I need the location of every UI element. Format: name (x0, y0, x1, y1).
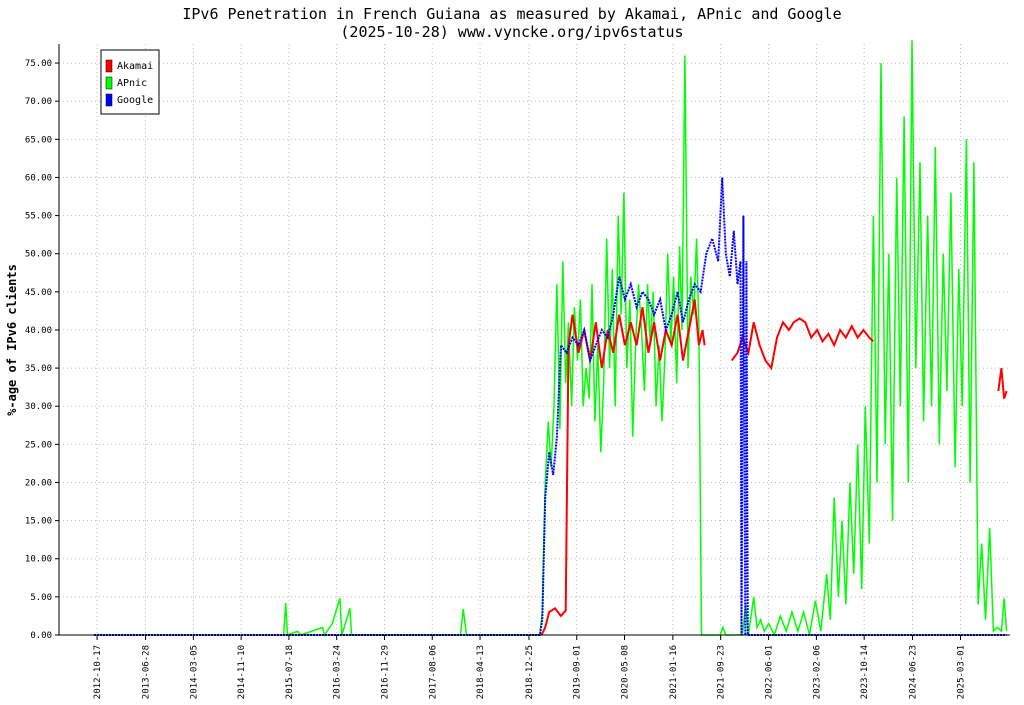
x-tick-label: 2021-01-16 (669, 645, 679, 699)
y-tick-label: 35.00 (25, 364, 52, 374)
y-tick-label: 40.00 (25, 326, 52, 336)
y-tick-label: 20.00 (25, 478, 52, 488)
y-tick-label: 5.00 (30, 593, 52, 603)
grid-layer (59, 44, 1010, 635)
legend-label-google: Google (117, 95, 153, 106)
x-tick-label: 2024-06-23 (909, 645, 919, 699)
series-google (94, 177, 1007, 636)
y-tick-label: 65.00 (25, 135, 52, 145)
y-tick-label: 45.00 (25, 288, 52, 298)
y-axis-label: %-age of IPv6 clients (5, 264, 19, 416)
x-tick-label: 2014-11-10 (237, 645, 247, 699)
series-line-akamai (540, 299, 706, 636)
y-tick-label: 60.00 (25, 173, 52, 183)
axis-layer (55, 44, 1010, 640)
x-tick-labels: 2012-10-17 2013-06-28 2014-03-05 2014-11-10… (93, 645, 966, 699)
x-tick-label: 2021-09-23 (717, 645, 727, 699)
series-akamai (540, 299, 1008, 636)
legend-swatch-akamai (105, 59, 113, 73)
x-tick-label: 2012-10-17 (93, 645, 103, 699)
x-tick-label: 2025-03-01 (957, 645, 967, 699)
x-tick-label: 2017-08-06 (428, 645, 438, 699)
y-tick-label: 15.00 (25, 517, 52, 527)
series-line-apnic (282, 40, 1008, 637)
x-tick-label: 2016-11-29 (380, 645, 390, 699)
series-line-akamai (997, 367, 1008, 399)
legend-swatch-google (105, 93, 113, 107)
x-tick-label: 2016-03-24 (333, 645, 343, 699)
chart-title: IPv6 Penetration in French Guiana as mea… (182, 5, 841, 23)
series-apnic (282, 40, 1008, 637)
x-tick-label: 2020-05-08 (621, 645, 631, 699)
series-line-google (94, 177, 1007, 636)
x-tick-label: 2014-03-05 (189, 645, 199, 699)
series-layer (94, 40, 1008, 637)
y-tick-labels: 0.00 5.00 10.00 15.00 20.00 25.00 30.00 35.00 40… (25, 59, 52, 641)
x-tick-label: 2022-06-01 (765, 645, 775, 699)
y-tick-label: 30.00 (25, 402, 52, 412)
chart-subtitle: (2025-10-28) www.vyncke.org/ipv6status (340, 23, 683, 41)
x-tick-label: 2013-06-28 (142, 645, 152, 699)
x-tick-label: 2023-02-06 (812, 645, 822, 699)
y-tick-label: 10.00 (25, 555, 52, 565)
legend: Akamai APnic Google (100, 49, 160, 115)
y-tick-label: 70.00 (25, 97, 52, 107)
x-tick-label: 2018-12-25 (525, 645, 535, 699)
y-tick-label: 75.00 (25, 59, 52, 69)
series-line-akamai (730, 317, 874, 371)
x-tick-label: 2023-10-14 (860, 645, 870, 699)
x-tick-label: 2015-07-18 (285, 645, 295, 699)
y-tick-label: 50.00 (25, 250, 52, 260)
y-tick-label: 25.00 (25, 440, 52, 450)
legend-swatch-apnic (105, 76, 113, 90)
legend-items: Akamai APnic Google (105, 59, 153, 107)
x-tick-label: 2019-09-01 (573, 645, 583, 699)
x-tick-label: 2018-04-13 (476, 645, 486, 699)
legend-label-apnic: APnic (117, 78, 147, 89)
y-tick-label: 0.00 (30, 631, 52, 641)
legend-label-akamai: Akamai (117, 61, 153, 72)
y-tick-label: 55.00 (25, 212, 52, 222)
